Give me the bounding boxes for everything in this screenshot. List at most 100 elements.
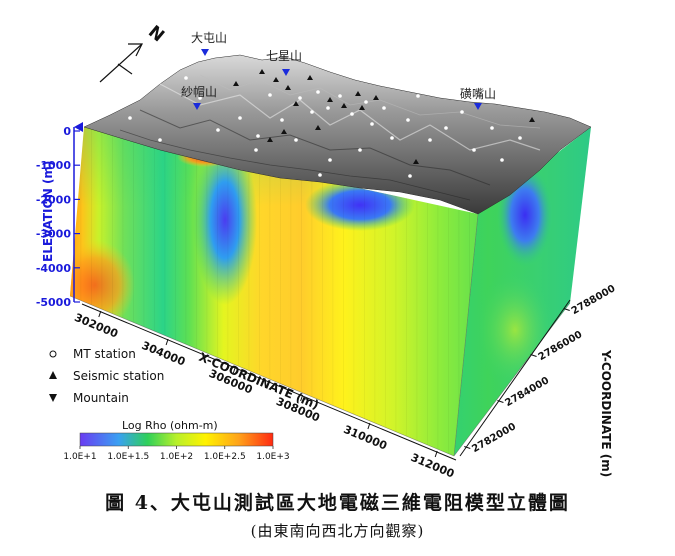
mesh-column bbox=[70, 127, 71, 456]
mt-station-marker bbox=[382, 106, 386, 110]
figure-subcaption: (由東南向西北方向觀察) bbox=[250, 522, 425, 540]
legend-item-seismic-station: Seismic station bbox=[49, 369, 164, 383]
mt-station-marker bbox=[350, 112, 354, 116]
y-tick bbox=[497, 400, 504, 403]
mesh-column bbox=[175, 127, 176, 456]
seismic-station-marker bbox=[327, 97, 333, 102]
mt-station-marker bbox=[158, 138, 162, 142]
mesh-column bbox=[427, 127, 428, 456]
seismic-station-marker bbox=[413, 159, 419, 164]
legend-item-mt-station: MT station bbox=[49, 347, 136, 361]
seismic-station-marker bbox=[267, 137, 273, 142]
colorbar: Log Rho (ohm-m) 1.0E+1 1.0E+1.5 1.0E+2 1.0E… bbox=[63, 419, 289, 462]
mountain-label-huangzui: 磺嘴山 bbox=[460, 87, 496, 101]
mesh-column bbox=[133, 127, 134, 456]
mesh-column bbox=[269, 127, 271, 456]
mt-station-marker bbox=[298, 96, 302, 100]
y-tick-label: 2788000 bbox=[570, 283, 618, 317]
mt-station-marker bbox=[184, 76, 188, 80]
seismic-station-marker bbox=[307, 75, 313, 80]
x-tick-label: 310000 bbox=[342, 423, 390, 453]
mt-station-marker bbox=[416, 94, 420, 98]
down-triangle-icon bbox=[49, 394, 57, 402]
mesh-column bbox=[259, 127, 260, 456]
mesh-column bbox=[238, 127, 239, 456]
mt-station-marker bbox=[370, 122, 374, 126]
mountain-label-shamao: 紗帽山 bbox=[181, 84, 217, 99]
mesh-column bbox=[353, 127, 355, 456]
mesh-column bbox=[322, 127, 323, 456]
y-tick bbox=[530, 354, 537, 357]
mesh-column bbox=[374, 127, 376, 456]
mesh-column bbox=[112, 127, 113, 456]
seismic-station-marker bbox=[529, 117, 535, 122]
legend: MT station Seismic station Mountain bbox=[49, 347, 164, 405]
colorbar-ramp bbox=[79, 432, 274, 447]
mountain-marker bbox=[474, 103, 482, 110]
mesh-column bbox=[154, 127, 155, 456]
terrain-surface bbox=[83, 49, 592, 215]
elevation-tick-label: -4000 bbox=[36, 262, 72, 275]
mt-station-marker bbox=[472, 148, 476, 152]
mesh-column bbox=[458, 127, 460, 456]
seismic-station-marker bbox=[341, 103, 347, 108]
up-triangle-icon bbox=[49, 371, 57, 379]
mesh-column bbox=[227, 127, 229, 456]
mt-station-marker bbox=[364, 100, 368, 104]
north-label: N bbox=[144, 22, 168, 46]
mesh-column bbox=[280, 127, 281, 456]
mesh-column bbox=[343, 127, 344, 456]
mesh-column bbox=[185, 127, 187, 456]
mesh-column bbox=[196, 127, 197, 456]
legend-label: Mountain bbox=[73, 391, 129, 405]
colorbar-tick-label: 1.0E+1 bbox=[63, 452, 96, 462]
x-tick bbox=[232, 366, 236, 374]
mesh-column bbox=[385, 127, 386, 456]
mt-station-marker bbox=[128, 116, 132, 120]
seismic-station-marker bbox=[315, 125, 321, 130]
seismic-station-marker bbox=[273, 77, 279, 82]
x-tick bbox=[165, 338, 169, 346]
mt-station-marker bbox=[256, 134, 260, 138]
mesh-column bbox=[416, 127, 418, 456]
mt-station-marker bbox=[500, 158, 504, 162]
mesh-column bbox=[301, 127, 302, 456]
mt-station-marker bbox=[198, 96, 202, 100]
mesh-column bbox=[332, 127, 334, 456]
mt-station-marker bbox=[310, 110, 314, 114]
colorbar-tick-label: 1.0E+2.5 bbox=[204, 452, 246, 462]
x-tick-label: 312000 bbox=[409, 451, 457, 481]
x-tick bbox=[300, 394, 304, 402]
elevation-axis: ELEVATION (m) 0 -1000 -2000 -3000 -4000 -5000 bbox=[36, 122, 83, 309]
mesh-column bbox=[437, 127, 439, 456]
y-tick bbox=[464, 446, 471, 449]
seismic-station-marker bbox=[259, 69, 265, 74]
mesh-column bbox=[395, 127, 397, 456]
mt-station-marker bbox=[216, 128, 220, 132]
mt-station-marker bbox=[406, 118, 410, 122]
mesh-column bbox=[311, 127, 313, 456]
mt-station-marker bbox=[326, 106, 330, 110]
mt-station-marker bbox=[490, 126, 494, 130]
legend-label: Seismic station bbox=[73, 369, 164, 383]
elevation-tick-label: -3000 bbox=[36, 228, 72, 241]
mesh-column bbox=[248, 127, 250, 456]
mt-station-marker bbox=[318, 173, 322, 177]
elevation-tick-label: -1000 bbox=[36, 159, 72, 172]
colorbar-tick-label: 1.0E+2 bbox=[160, 452, 193, 462]
figure-caption: 圖 4、大屯山測試區大地電磁三維電阻模型立體圖 bbox=[105, 492, 570, 514]
x-tick bbox=[434, 450, 438, 458]
colorbar-tick-label: 1.0E+1.5 bbox=[107, 452, 149, 462]
open-circle-icon bbox=[49, 350, 57, 358]
y-tick-label: 2782000 bbox=[470, 421, 518, 455]
seismic-station-marker bbox=[355, 91, 361, 96]
mt-station-marker bbox=[280, 118, 284, 122]
seismic-station-marker bbox=[293, 101, 299, 106]
mesh-column bbox=[206, 127, 208, 456]
mt-station-marker bbox=[518, 136, 522, 140]
mountain-marker bbox=[282, 69, 290, 76]
mountain-marker bbox=[193, 103, 201, 110]
elevation-axis-label: ELEVATION (m) bbox=[41, 161, 55, 262]
mountain-marker bbox=[201, 49, 209, 56]
